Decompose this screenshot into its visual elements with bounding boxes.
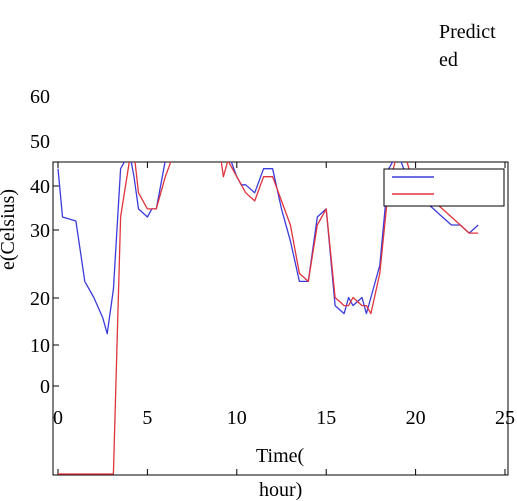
y-tick-label: 20	[30, 288, 50, 310]
axis-ticks: 0 5 10 15 20 25 0 10 20 30 40 50 60	[30, 86, 515, 475]
y-tick-label: 0	[40, 376, 50, 398]
x-axis-label-line-1: Time(	[256, 445, 305, 467]
series-line-actual	[57, 162, 479, 335]
legend-caption-line-1: Predict	[439, 21, 496, 43]
y-tick-label: 10	[30, 335, 50, 357]
y-tick-label: 60	[30, 86, 50, 108]
x-tick-label: 10	[227, 407, 247, 429]
y-tick-label: 40	[30, 176, 50, 198]
y-axis-label: e(Celsius)	[0, 189, 19, 270]
x-tick-label: 0	[53, 407, 63, 429]
x-tick-label: 20	[406, 407, 426, 429]
series-line-predicted	[58, 162, 479, 475]
x-axis-label-line-2: hour)	[259, 479, 302, 501]
x-tick-label: 5	[142, 407, 152, 429]
legend-caption-line-2: ed	[439, 49, 458, 71]
y-tick-label: 50	[30, 131, 50, 153]
plot-frame	[52, 161, 509, 476]
series-layer	[57, 162, 479, 475]
x-tick-label: 25	[495, 407, 515, 429]
legend-box	[383, 168, 505, 207]
y-tick-label: 30	[30, 220, 50, 242]
x-tick-label: 15	[316, 407, 336, 429]
